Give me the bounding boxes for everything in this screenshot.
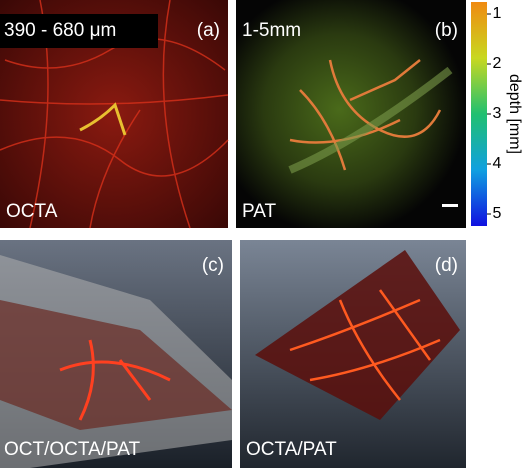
colorbar-label: depth [mm] (506, 74, 523, 154)
panel-caption: OCTA/PAT (246, 439, 337, 460)
panel-b: 1-5mm (b) PAT (236, 0, 466, 228)
panel-caption: PAT (242, 201, 277, 222)
panel-label: (d) (435, 255, 458, 276)
colorbar: depth [mm] 1 2 3 4 5 (471, 2, 523, 226)
panel-label: (b) (435, 20, 458, 41)
panel-a: 390 - 680 μm (a) OCTA (0, 0, 229, 229)
panel-title: 1-5mm (242, 20, 301, 41)
tick-label: 1 (493, 5, 502, 22)
panel-caption: OCT/OCTA/PAT (4, 439, 141, 460)
panel-title: 390 - 680 μm (4, 20, 116, 41)
tick-label: 3 (493, 105, 502, 122)
panel-c: (c) OCT/OCTA/PAT (0, 240, 232, 468)
panel-label: (c) (202, 255, 224, 276)
panel-d: (d) OCTA/PAT (240, 240, 466, 468)
panel-label: (a) (197, 20, 220, 41)
tick-label: 5 (493, 205, 502, 222)
panel-caption: OCTA (6, 201, 58, 222)
tick-label: 4 (493, 155, 502, 172)
tick-label: 2 (493, 55, 502, 72)
